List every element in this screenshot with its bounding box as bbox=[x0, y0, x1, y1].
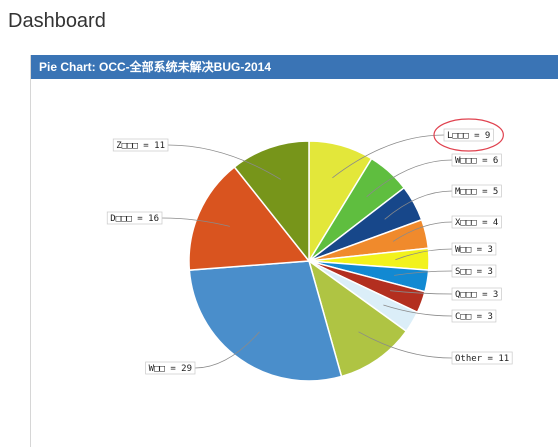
leader-line bbox=[390, 290, 453, 295]
leader-line bbox=[394, 270, 453, 276]
slice-label-box bbox=[145, 361, 196, 375]
leader-line bbox=[161, 217, 230, 227]
slice-label: C□□ = 3 bbox=[455, 312, 493, 322]
leader-line bbox=[384, 190, 453, 220]
pie-slice[interactable] bbox=[188, 260, 343, 382]
slice-label: W□□□ = 6 bbox=[455, 156, 498, 166]
slice-label: W□□ = 29 bbox=[149, 364, 192, 374]
slice-label-box bbox=[451, 309, 497, 323]
slice-label-box bbox=[451, 215, 502, 229]
pie-slice[interactable] bbox=[307, 259, 408, 378]
slice-label-box bbox=[451, 153, 502, 167]
slice-label: Q□□□ = 3 bbox=[455, 290, 498, 300]
leader-line bbox=[383, 304, 453, 317]
page-title: Dashboard bbox=[8, 10, 106, 32]
slice-label-box bbox=[443, 128, 494, 142]
slice-label: Z□□□ = 11 bbox=[116, 141, 165, 151]
leader-line bbox=[332, 134, 445, 179]
leader-line bbox=[358, 331, 453, 359]
leader-line bbox=[395, 248, 453, 261]
slice-label: S□□ = 3 bbox=[455, 267, 493, 277]
panel-header: Pie Chart: OCC-全部系统未解决BUG-2014 bbox=[31, 55, 558, 79]
slice-label-box bbox=[451, 184, 502, 198]
slice-label: L□□□ = 9 bbox=[447, 131, 490, 141]
leader-line bbox=[167, 144, 281, 180]
leader-line bbox=[392, 221, 453, 242]
slice-label-box bbox=[451, 351, 513, 365]
pie-slice[interactable] bbox=[188, 165, 311, 271]
pie-slice[interactable] bbox=[233, 140, 310, 264]
slice-label: M□□□ = 5 bbox=[455, 187, 498, 197]
slice-label-box bbox=[112, 138, 169, 152]
slice-label: Other = 11 bbox=[455, 354, 509, 364]
slice-label-box bbox=[451, 242, 497, 256]
leader-line bbox=[194, 331, 260, 369]
slice-label-box bbox=[106, 211, 163, 225]
slice-label-box bbox=[451, 264, 497, 278]
leader-line bbox=[366, 159, 453, 198]
slice-label: X□□□ = 4 bbox=[455, 218, 498, 228]
slice-label: D□□□ = 16 bbox=[110, 214, 159, 224]
slice-label-box bbox=[451, 287, 502, 301]
highlight-circle bbox=[433, 118, 504, 152]
slice-label: W□□ = 3 bbox=[455, 245, 493, 255]
